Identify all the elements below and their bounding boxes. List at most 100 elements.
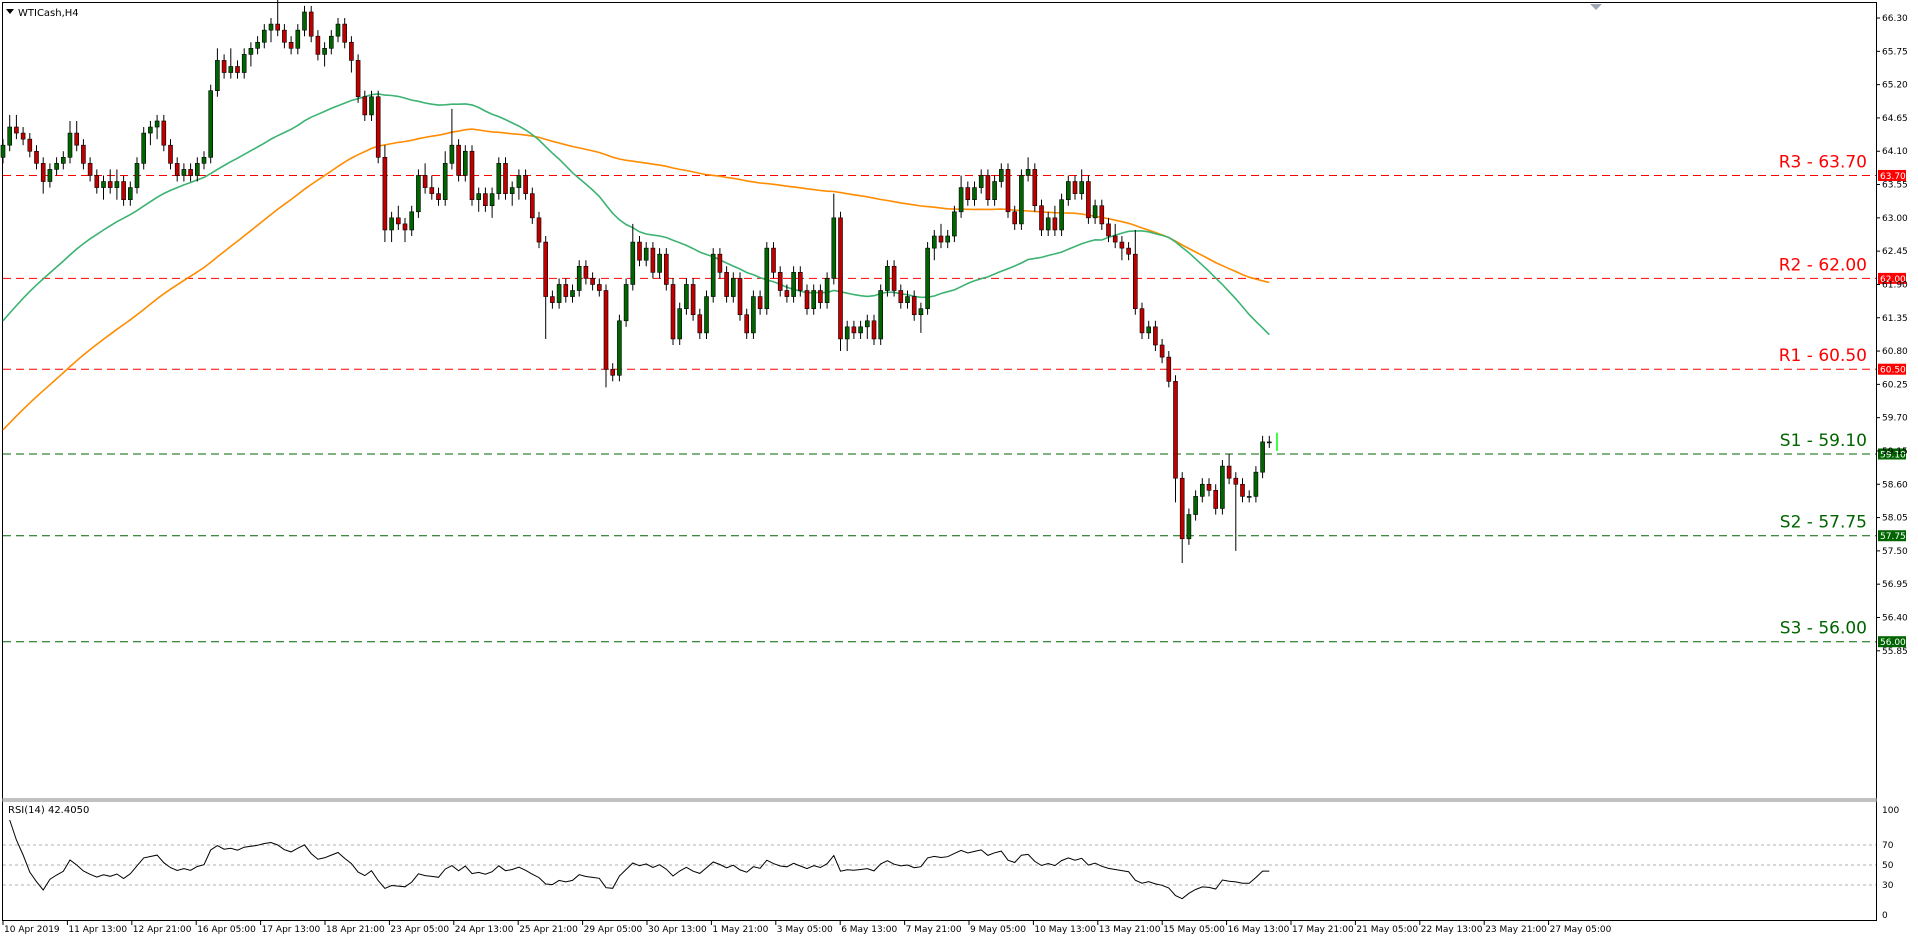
candle[interactable] [844, 320, 850, 352]
candle[interactable] [1099, 199, 1105, 230]
candle[interactable] [952, 205, 957, 243]
pane-separator[interactable] [2, 798, 1877, 802]
candle[interactable] [1133, 229, 1138, 315]
candle[interactable] [623, 278, 629, 327]
candle[interactable] [885, 260, 890, 297]
candle[interactable] [1045, 211, 1051, 237]
candle[interactable] [1206, 478, 1212, 497]
candle[interactable] [945, 229, 951, 249]
candle[interactable] [369, 90, 374, 121]
candle[interactable] [201, 151, 207, 170]
candle[interactable] [610, 363, 616, 382]
candle[interactable] [1173, 375, 1178, 503]
candle[interactable] [483, 187, 488, 212]
candle[interactable] [797, 266, 803, 297]
candle[interactable] [1159, 338, 1165, 364]
candle[interactable] [47, 163, 53, 188]
candle[interactable] [1126, 242, 1131, 261]
candle[interactable] [1072, 175, 1078, 200]
candle[interactable] [114, 169, 120, 200]
candle[interactable] [1220, 460, 1225, 515]
candle[interactable] [469, 145, 475, 206]
candle[interactable] [429, 175, 435, 200]
candle[interactable] [121, 175, 126, 206]
candle[interactable] [529, 187, 535, 224]
candle[interactable] [1139, 302, 1145, 339]
candle[interactable] [965, 181, 971, 206]
candle[interactable] [128, 181, 133, 206]
candle[interactable] [382, 145, 388, 243]
candle[interactable] [14, 114, 19, 140]
candle[interactable] [1059, 193, 1064, 237]
candle[interactable] [1200, 478, 1205, 503]
candle[interactable] [248, 42, 254, 67]
candle[interactable] [181, 163, 187, 182]
candle[interactable] [409, 205, 415, 237]
candle[interactable] [60, 151, 66, 170]
candle[interactable] [811, 284, 817, 315]
candle[interactable] [1025, 157, 1031, 182]
candle[interactable] [416, 169, 421, 218]
candle[interactable] [637, 236, 642, 267]
candle[interactable] [208, 84, 213, 164]
candle[interactable] [596, 278, 602, 297]
candle[interactable] [1146, 320, 1151, 339]
rsi-line[interactable] [9, 819, 1270, 900]
candle[interactable] [583, 260, 589, 285]
candle[interactable] [34, 145, 39, 170]
candle[interactable] [550, 290, 555, 309]
candle[interactable] [268, 18, 274, 43]
candle[interactable] [1153, 320, 1158, 352]
candle[interactable] [992, 175, 997, 206]
candle[interactable] [81, 139, 86, 170]
candle[interactable] [717, 248, 723, 279]
candle[interactable] [1005, 163, 1011, 218]
candle[interactable] [1267, 435, 1272, 448]
candle[interactable] [824, 272, 830, 309]
candle[interactable] [603, 284, 609, 388]
candle[interactable] [958, 175, 964, 218]
candle[interactable] [67, 120, 73, 164]
candle[interactable] [556, 278, 562, 309]
candle[interactable] [107, 169, 113, 194]
candle[interactable] [154, 114, 160, 140]
candle[interactable] [241, 48, 247, 79]
candle[interactable] [630, 223, 636, 291]
candle[interactable] [657, 248, 662, 279]
candle[interactable] [375, 90, 381, 164]
candle[interactable] [221, 54, 227, 79]
candle[interactable] [0, 139, 6, 164]
candle[interactable] [141, 127, 146, 170]
candle[interactable] [476, 187, 482, 212]
candle[interactable] [27, 133, 33, 158]
candle[interactable] [442, 151, 448, 206]
candle[interactable] [663, 248, 669, 291]
candle[interactable] [315, 30, 321, 61]
candle[interactable] [710, 248, 716, 303]
candle[interactable] [456, 139, 461, 182]
candle[interactable] [496, 157, 502, 200]
candle[interactable] [1260, 435, 1265, 479]
candle[interactable] [148, 120, 153, 146]
candle[interactable] [335, 18, 341, 43]
candle[interactable] [188, 163, 193, 182]
candle[interactable] [516, 169, 522, 200]
candle[interactable] [911, 290, 917, 321]
candle[interactable] [1193, 490, 1198, 521]
candle[interactable] [650, 242, 656, 279]
candle[interactable] [302, 5, 307, 37]
candle[interactable] [489, 187, 495, 218]
candle[interactable] [972, 181, 977, 206]
candle[interactable] [195, 157, 200, 182]
candle[interactable] [1032, 163, 1038, 212]
candle[interactable] [536, 211, 542, 249]
candle[interactable] [804, 284, 810, 315]
candle[interactable] [282, 24, 287, 49]
candle[interactable] [1079, 169, 1084, 200]
candle[interactable] [462, 145, 468, 182]
candle[interactable] [1253, 466, 1259, 503]
candle[interactable] [818, 284, 823, 309]
candle[interactable] [784, 284, 790, 303]
candle[interactable] [838, 211, 843, 352]
